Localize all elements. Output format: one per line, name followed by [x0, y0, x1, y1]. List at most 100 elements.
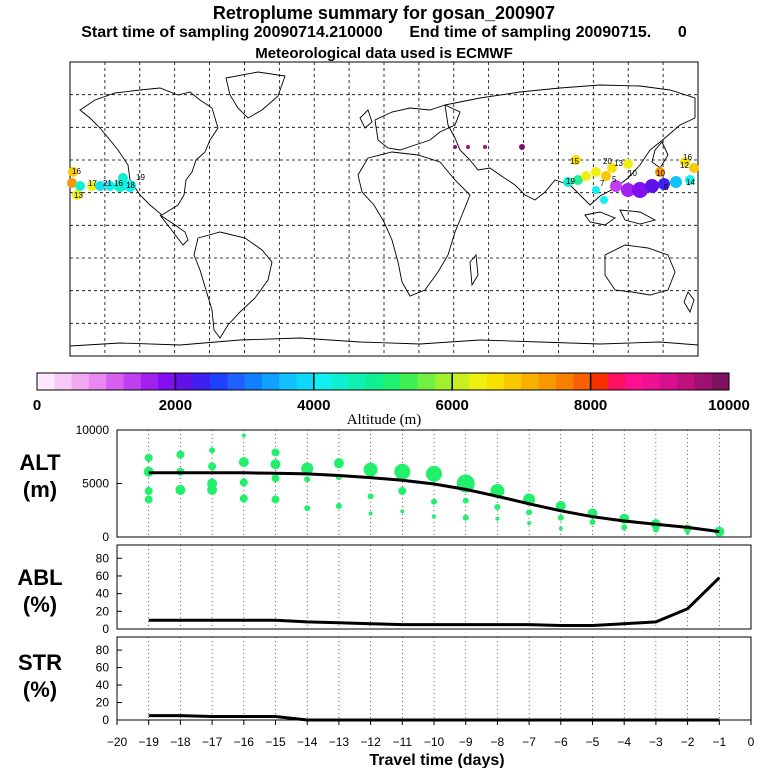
altitude-cluster-point	[144, 453, 153, 462]
plume-point	[75, 181, 85, 191]
altitude-cluster-point	[367, 493, 374, 500]
plume-point	[124, 180, 136, 192]
plume-point	[600, 196, 608, 204]
panel-label: (m)	[23, 477, 57, 502]
plume-point	[621, 183, 635, 197]
colorbar-frame	[36, 372, 730, 391]
altitude-cluster-point	[301, 462, 314, 475]
map-day-label: 5	[612, 175, 617, 184]
colorbar-segment	[192, 373, 211, 390]
plume-point	[571, 155, 581, 165]
plume-point	[670, 176, 682, 188]
x-tick-label: −4	[617, 735, 631, 749]
altitude-cluster-point	[270, 459, 281, 470]
altitude-cluster-point	[426, 465, 442, 482]
colorbar-tick: 2000	[159, 397, 192, 414]
series-line-alt	[148, 471, 720, 534]
plume-point	[592, 186, 600, 194]
x-tick-label: −14	[297, 735, 318, 749]
plume-point	[655, 167, 665, 177]
x-tick-label: −9	[459, 735, 473, 749]
x-tick-label: −10	[424, 735, 445, 749]
colorbar-segment	[279, 373, 297, 390]
y-tick-label: 40	[96, 587, 110, 601]
map-graticule	[70, 62, 698, 356]
x-tick-label: −8	[491, 735, 505, 749]
x-tick-label: −11	[393, 735, 413, 749]
colorbar-segment	[642, 373, 661, 390]
altitude-cluster-point	[333, 458, 344, 469]
colorbar-segment	[244, 373, 263, 390]
map-day-label: 12	[680, 161, 689, 170]
colorbar-segment	[331, 373, 349, 390]
y-tick-label: 80	[96, 551, 110, 565]
plume-point	[68, 167, 78, 177]
colorbar-segment	[625, 373, 643, 390]
x-tick-label: −1	[712, 735, 726, 749]
colorbar-segment	[88, 373, 107, 390]
altitude-cluster-point	[208, 462, 217, 471]
colorbar-segment	[158, 373, 176, 390]
altitude-cluster-point	[432, 514, 436, 519]
altitude-cluster-point	[495, 516, 500, 521]
altitude-cluster-point	[271, 474, 280, 483]
colorbar-tick: 6000	[436, 397, 469, 414]
colorbar-segment	[313, 373, 332, 390]
altitude-cluster-point	[176, 450, 185, 459]
colorbar-tick-labels: 0 2000 4000 6000 8000 10000	[33, 397, 750, 414]
y-tick-label: 20	[96, 696, 110, 710]
colorbar-segment	[607, 373, 626, 390]
altitude-cluster-point	[207, 484, 218, 495]
colorbar-segment	[711, 373, 730, 390]
plume-point	[95, 181, 105, 191]
panel-label: ABL	[17, 565, 62, 590]
y-tick-label: 0	[102, 622, 109, 636]
plume-point	[607, 163, 617, 173]
colorbar-segment	[261, 373, 280, 390]
map-day-label: 5	[664, 183, 669, 192]
y-tick-label: 40	[96, 678, 110, 692]
y-tick-label: 20	[96, 604, 110, 618]
x-tick-label: −7	[522, 735, 536, 749]
colorbar-segment	[296, 373, 315, 390]
colorbar-segment	[452, 373, 470, 390]
x-tick-label: −3	[649, 735, 663, 749]
plume-point	[72, 190, 82, 200]
altitude-cluster-point	[558, 526, 563, 531]
plume-point	[591, 167, 601, 177]
coastlines	[69, 71, 699, 347]
colorbar-segment	[469, 373, 488, 390]
colorbar-segment	[434, 373, 453, 390]
y-tick-label: 10000	[76, 423, 110, 437]
colorbar-segment	[659, 373, 678, 390]
colorbar-segment	[106, 373, 124, 390]
altitude-cluster-point	[526, 509, 533, 516]
altitude-cluster-point	[239, 478, 248, 487]
x-tick-label: −16	[234, 735, 255, 749]
altitude-cluster-point	[304, 476, 311, 483]
colorbar-segment	[210, 373, 228, 390]
panel-alt: 0 5000 10000 ALT(m)	[19, 423, 752, 544]
colorbar-tick: 0	[33, 397, 41, 414]
y-tick-label: 0	[102, 713, 109, 727]
map-day-label: 19	[136, 173, 145, 182]
plume-point	[623, 159, 633, 169]
x-tick-label: −20	[107, 735, 128, 749]
colorbar-segment	[677, 373, 695, 390]
x-tick-label: −19	[139, 735, 160, 749]
map-day-label: 17	[88, 179, 97, 188]
colorbar-segment	[573, 373, 592, 390]
colorbar-tick: 8000	[574, 397, 607, 414]
altitude-cluster-point	[304, 505, 311, 512]
plume-point	[87, 181, 97, 191]
plume-point	[483, 145, 487, 149]
altitude-cluster-point	[527, 521, 532, 526]
colorbar-segment	[123, 373, 142, 390]
plume-point	[466, 145, 470, 149]
y-tick-label: 60	[96, 661, 110, 675]
map-day-label: 13	[614, 159, 623, 168]
plume-point	[563, 177, 573, 187]
